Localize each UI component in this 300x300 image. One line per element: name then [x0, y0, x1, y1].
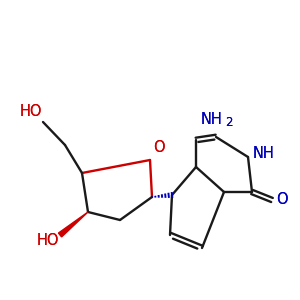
- Text: NH: NH: [201, 112, 223, 127]
- Text: O: O: [153, 140, 166, 155]
- Text: NH: NH: [199, 112, 226, 127]
- Text: O: O: [153, 140, 165, 155]
- Text: NH: NH: [253, 146, 280, 161]
- Text: HO: HO: [32, 233, 59, 248]
- Text: O: O: [276, 193, 288, 208]
- Text: HO: HO: [20, 104, 42, 119]
- Text: 2: 2: [225, 116, 232, 129]
- Text: O: O: [153, 140, 165, 155]
- Text: 2: 2: [225, 116, 234, 129]
- Text: O: O: [276, 193, 288, 208]
- Text: O: O: [276, 193, 290, 208]
- Text: NH: NH: [253, 146, 275, 161]
- Text: HO: HO: [37, 233, 59, 248]
- Text: NH: NH: [201, 112, 223, 127]
- Text: NH: NH: [253, 146, 275, 161]
- Polygon shape: [58, 212, 88, 237]
- Text: HO: HO: [20, 104, 42, 119]
- Text: HO: HO: [15, 104, 42, 119]
- Text: HO: HO: [37, 233, 59, 248]
- Text: 2: 2: [225, 116, 232, 129]
